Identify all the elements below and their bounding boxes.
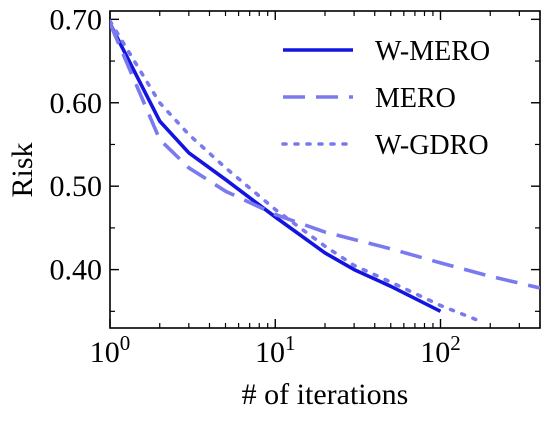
ticks: 0.40 0.50 0.60 0.70 100 101 102 <box>50 3 541 369</box>
legend-label-w-gdro: W-GDRO <box>375 130 489 161</box>
legend-label-w-mero: W-MERO <box>375 36 490 67</box>
x-tick-label: 100 <box>90 331 131 369</box>
x-tick-label: 101 <box>255 331 296 369</box>
legend-label-mero: MERO <box>375 83 456 114</box>
series-line-mero <box>110 22 540 290</box>
x-axis-label: # of iterations <box>242 378 409 411</box>
legend: W-MERO MERO W-GDRO <box>281 36 490 161</box>
y-tick-label: 0.40 <box>50 254 103 287</box>
series-layer <box>110 19 540 325</box>
y-axis-label: Risk <box>6 142 39 197</box>
y-tick-label: 0.60 <box>50 87 103 120</box>
y-tick-label: 0.70 <box>50 3 103 36</box>
series-line-w-mero <box>110 22 442 313</box>
y-tick-label: 0.50 <box>50 170 103 203</box>
x-tick-label: 102 <box>420 331 461 369</box>
